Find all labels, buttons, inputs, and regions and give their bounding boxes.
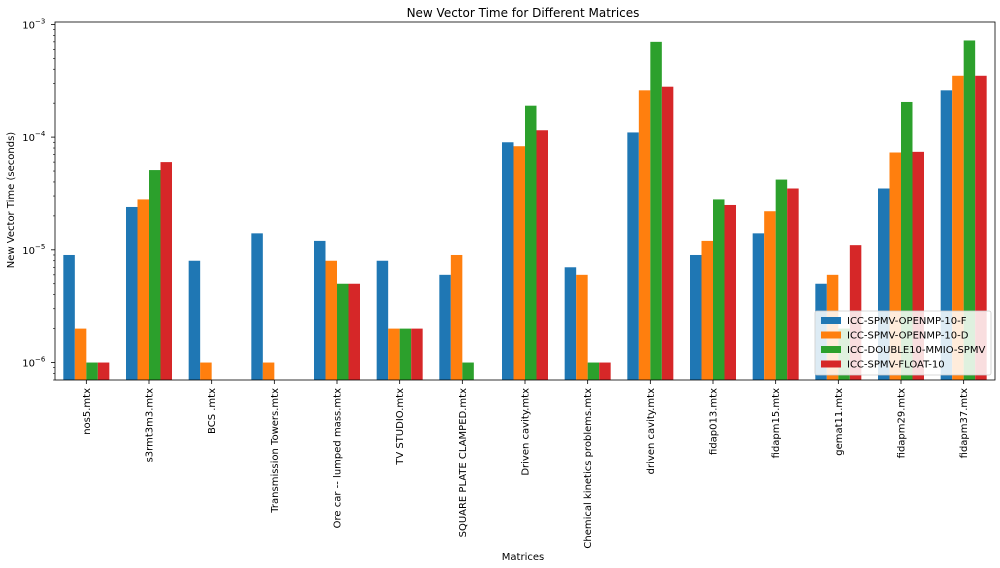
bar-0-4 <box>314 240 326 380</box>
bar-0-7 <box>502 142 514 380</box>
bar-1-9 <box>638 90 651 380</box>
bar-3-7 <box>536 130 548 380</box>
bar-1-3 <box>262 362 275 380</box>
x-tick-label-5: TV STUDIO.mtx <box>395 388 406 466</box>
legend-label-1: ICC-SPMV-OPENMP-10-D <box>847 331 969 342</box>
y-tick-exponent-3: −3 <box>35 17 45 25</box>
bar-2-1 <box>149 170 161 380</box>
bar-3-1 <box>160 162 172 380</box>
legend-box <box>814 310 992 376</box>
bar-0-0 <box>63 254 75 380</box>
bar-1-2 <box>200 362 212 380</box>
bar-2-5 <box>399 328 412 380</box>
legend-swatch-1 <box>821 331 841 339</box>
y-axis: 10−610−510−410−3 <box>22 17 55 381</box>
y-tick-label-3: 10 <box>22 20 35 31</box>
x-tick-label-13: fidapm29.mtx <box>897 388 908 458</box>
x-tick-label-9: driven cavity.mtx <box>646 388 657 474</box>
y-tick-exponent-2: −4 <box>35 130 46 138</box>
bar-3-5 <box>411 328 423 380</box>
bar-3-10 <box>724 204 736 380</box>
bar-0-2 <box>188 260 201 380</box>
x-tick-label-12: gemat11.mtx <box>834 388 845 456</box>
x-tick-label-6: SQUARE PLATE CLAMPED.mtx <box>458 388 469 537</box>
bar-2-14 <box>963 40 976 380</box>
bar-0-3 <box>251 233 263 380</box>
bar-0-9 <box>627 132 639 380</box>
y-axis-label: New Vector Time (seconds) <box>6 132 17 268</box>
bar-2-13 <box>901 101 913 380</box>
bar-1-5 <box>388 328 400 380</box>
bar-2-9 <box>650 41 662 380</box>
bar-3-4 <box>348 283 360 380</box>
x-axis-label: Matrices <box>502 552 544 563</box>
bar-1-7 <box>513 146 525 380</box>
bar-1-11 <box>764 211 776 380</box>
bar-0-1 <box>126 206 138 380</box>
bar-1-10 <box>701 240 713 380</box>
bar-3-9 <box>661 86 674 380</box>
legend-label-3: ICC-SPMV-FLOAT-10 <box>847 360 945 371</box>
bar-0-5 <box>376 260 389 380</box>
bar-2-6 <box>462 362 474 380</box>
bar-3-11 <box>787 188 799 380</box>
bar-1-6 <box>450 254 463 380</box>
bar-3-0 <box>97 362 110 380</box>
bar-0-11 <box>752 233 765 380</box>
chart-title: New Vector Time for Different Matrices <box>407 6 640 20</box>
legend-swatch-0 <box>821 317 841 324</box>
y-tick-label-0: 10 <box>22 359 35 370</box>
x-tick-label-7: Driven cavity.mtx <box>521 388 532 476</box>
x-tick-label-3: Transmission Towers.mtx <box>270 388 281 514</box>
y-tick-exponent-0: −6 <box>35 356 46 364</box>
legend-label-2: ICC-DOUBLE10-MMIO-SPMV <box>847 345 985 356</box>
x-tick-label-0: nos5.mtx <box>82 388 93 435</box>
bar-2-11 <box>775 179 788 380</box>
legend-label-0: ICC-SPMV-OPENMP-10-F <box>847 316 967 327</box>
bar-3-14 <box>975 75 987 380</box>
x-tick-label-11: fidapm15.mtx <box>771 388 782 458</box>
x-tick-label-10: fidap013.mtx <box>709 388 720 455</box>
x-tick-label-1: s3rmt3m3.mtx <box>145 388 156 462</box>
bar-1-13 <box>889 152 901 380</box>
bar-2-0 <box>86 362 98 380</box>
bar-2-4 <box>337 283 349 380</box>
bar-1-14 <box>952 75 964 380</box>
bar-1-4 <box>325 260 337 380</box>
bar-1-1 <box>137 199 149 380</box>
bar-0-8 <box>564 267 577 380</box>
legend-swatch-3 <box>821 360 841 368</box>
bar-2-7 <box>525 105 537 380</box>
x-tick-label-8: Chemical kinetics problems.mtx <box>583 388 594 549</box>
bar-1-8 <box>576 274 588 380</box>
legend: ICC-SPMV-OPENMP-10-F ICC-SPMV-OPENMP-10-D… <box>814 310 992 376</box>
bar-0-6 <box>439 274 451 380</box>
x-tick-label-14: fidapm37.mtx <box>959 388 970 458</box>
y-tick-label-2: 10 <box>22 133 35 144</box>
bar-3-8 <box>599 362 611 380</box>
y-tick-exponent-1: −5 <box>35 243 45 251</box>
bar-0-10 <box>690 254 702 380</box>
y-tick-label-1: 10 <box>22 246 35 257</box>
x-tick-label-2: BCS .mtx <box>207 388 218 434</box>
bar-3-13 <box>912 151 924 380</box>
bar-0-14 <box>940 90 953 380</box>
x-axis: nos5.mtx s3rmt3m3.mtx BCS .mtx Transmission… <box>82 380 970 549</box>
bar-2-8 <box>587 362 600 380</box>
x-tick-label-4: Ore car -- lumped mass.mtx <box>333 388 344 528</box>
legend-swatch-2 <box>821 346 841 353</box>
bar-0-13 <box>878 188 890 380</box>
bar-2-10 <box>713 199 725 380</box>
bar-1-0 <box>74 328 87 380</box>
